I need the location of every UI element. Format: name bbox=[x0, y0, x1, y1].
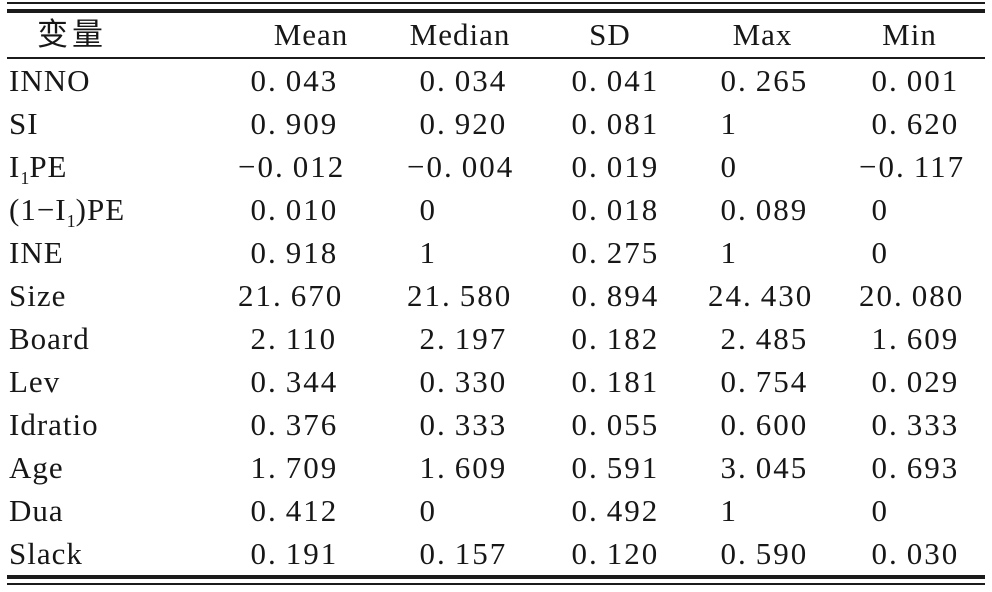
cell-max: 2. 485 bbox=[720, 321, 809, 356]
table-row: SI 0. 909 0. 920 0. 081 1 0. 620 bbox=[7, 102, 985, 145]
cell-max: 1 bbox=[720, 235, 738, 270]
cell-max: 0. 754 bbox=[720, 364, 809, 399]
cell-mean: 0. 376 bbox=[250, 407, 339, 442]
cell-max: 24. 430 bbox=[708, 278, 814, 313]
cell-max: 0. 089 bbox=[720, 192, 809, 227]
column-header-variable: 变量 bbox=[37, 17, 107, 52]
cell-mean: 2. 110 bbox=[250, 321, 338, 356]
cell-mean: 21. 670 bbox=[238, 278, 344, 313]
cell-min: 0. 693 bbox=[871, 450, 960, 485]
row-label: (1−I1)PE bbox=[9, 192, 126, 232]
bottom-rule-thin bbox=[7, 583, 985, 585]
cell-min: 0. 030 bbox=[871, 536, 960, 571]
row-label: INNO bbox=[9, 63, 91, 98]
header-separator-rule bbox=[7, 57, 985, 59]
cell-median: 0 bbox=[419, 192, 437, 227]
cell-mean: 0. 918 bbox=[250, 235, 339, 270]
cell-sd: 0. 492 bbox=[571, 493, 660, 528]
table-row: Idratio 0. 376 0. 333 0. 055 0. 600 0. 333 bbox=[7, 403, 985, 446]
column-header-min: Min bbox=[882, 17, 937, 52]
cell-max: 3. 045 bbox=[720, 450, 809, 485]
row-label: SI bbox=[9, 106, 39, 141]
column-header-sd: SD bbox=[589, 17, 631, 52]
cell-min: 20. 080 bbox=[859, 278, 965, 313]
table-row: Dua 0. 412 0 0. 492 1 0 bbox=[7, 489, 985, 532]
cell-median: 1 bbox=[419, 235, 437, 270]
cell-mean: 0. 412 bbox=[250, 493, 339, 528]
row-label: Age bbox=[9, 450, 64, 485]
top-rule-thin bbox=[7, 2, 985, 4]
cell-max: 0. 600 bbox=[720, 407, 809, 442]
cell-sd: 0. 018 bbox=[571, 192, 660, 227]
cell-sd: 0. 275 bbox=[571, 235, 660, 270]
cell-max: 0. 590 bbox=[720, 536, 809, 571]
table-row: INE 0. 918 1 0. 275 1 0 bbox=[7, 231, 985, 274]
row-label: Size bbox=[9, 278, 67, 313]
table-row: Slack 0. 191 0. 157 0. 120 0. 590 0. 030 bbox=[7, 532, 985, 575]
cell-min: 0. 029 bbox=[871, 364, 960, 399]
cell-sd: 0. 120 bbox=[571, 536, 660, 571]
table-row: I1PE −0. 012 −0. 004 0. 019 0 −0. 117 bbox=[7, 145, 985, 188]
row-label: Dua bbox=[9, 493, 64, 528]
cell-min: 0 bbox=[871, 235, 889, 270]
row-label: Lev bbox=[9, 364, 61, 399]
cell-mean: 0. 909 bbox=[250, 106, 339, 141]
table-row: INNO 0. 043 0. 034 0. 041 0. 265 0. 001 bbox=[7, 59, 985, 102]
cell-min: 0. 001 bbox=[871, 63, 960, 98]
cell-median: 0. 330 bbox=[419, 364, 508, 399]
cell-min: 0. 620 bbox=[871, 106, 960, 141]
cell-max: 1 bbox=[720, 106, 738, 141]
cell-mean: 0. 043 bbox=[250, 63, 339, 98]
table-row: Lev 0. 344 0. 330 0. 181 0. 754 0. 029 bbox=[7, 360, 985, 403]
column-header-mean: Mean bbox=[273, 17, 349, 52]
cell-sd: 0. 182 bbox=[571, 321, 660, 356]
cell-median: 0. 920 bbox=[419, 106, 508, 141]
cell-min: 1. 609 bbox=[871, 321, 960, 356]
cell-median: −0. 004 bbox=[407, 149, 515, 184]
cell-sd: 0. 591 bbox=[571, 450, 660, 485]
cell-sd: 0. 181 bbox=[571, 364, 660, 399]
table-header-row: 变量 Mean Median SD Max Min bbox=[7, 13, 985, 57]
cell-median: 21. 580 bbox=[407, 278, 513, 313]
row-label: Idratio bbox=[9, 407, 99, 442]
cell-max: 0 bbox=[720, 149, 738, 184]
cell-median: 1. 609 bbox=[419, 450, 508, 485]
column-header-median: Median bbox=[409, 17, 511, 52]
column-header-max: Max bbox=[732, 17, 793, 52]
cell-mean: 0. 191 bbox=[250, 536, 339, 571]
cell-min: 0 bbox=[871, 192, 889, 227]
cell-sd: 0. 894 bbox=[571, 278, 660, 313]
cell-mean: 0. 344 bbox=[250, 364, 339, 399]
cell-sd: 0. 019 bbox=[571, 149, 660, 184]
cell-median: 0. 157 bbox=[419, 536, 508, 571]
cell-median: 0. 333 bbox=[419, 407, 508, 442]
cell-sd: 0. 055 bbox=[571, 407, 660, 442]
cell-min: 0. 333 bbox=[871, 407, 960, 442]
top-rule-thick bbox=[7, 9, 985, 13]
table-row: Age 1. 709 1. 609 0. 591 3. 045 0. 693 bbox=[7, 446, 985, 489]
table-row: Board 2. 110 2. 197 0. 182 2. 485 1. 609 bbox=[7, 317, 985, 360]
cell-min: −0. 117 bbox=[859, 149, 966, 184]
table-body: INNO 0. 043 0. 034 0. 041 0. 265 0. 001 SI 0. 909 0. 92… bbox=[7, 59, 985, 575]
row-label: Slack bbox=[9, 536, 83, 571]
cell-mean: 1. 709 bbox=[250, 450, 339, 485]
row-label: I1PE bbox=[9, 149, 68, 189]
cell-median: 0 bbox=[419, 493, 437, 528]
cell-mean: −0. 012 bbox=[238, 149, 346, 184]
document-page: 变量 Mean Median SD Max Min INNO 0. 043 0. 034… bbox=[7, 2, 985, 585]
row-label: INE bbox=[9, 235, 64, 270]
cell-median: 0. 034 bbox=[419, 63, 508, 98]
cell-max: 0. 265 bbox=[720, 63, 809, 98]
cell-min: 0 bbox=[871, 493, 889, 528]
bottom-rule-thick bbox=[7, 575, 985, 579]
table-row: (1−I1)PE 0. 010 0 0. 018 0. 089 0 bbox=[7, 188, 985, 231]
table-row: Size 21. 670 21. 580 0. 894 24. 430 20. 080 bbox=[7, 274, 985, 317]
cell-mean: 0. 010 bbox=[250, 192, 339, 227]
cell-median: 2. 197 bbox=[419, 321, 508, 356]
cell-sd: 0. 041 bbox=[571, 63, 660, 98]
cell-sd: 0. 081 bbox=[571, 106, 660, 141]
cell-max: 1 bbox=[720, 493, 738, 528]
row-label: Board bbox=[9, 321, 90, 356]
